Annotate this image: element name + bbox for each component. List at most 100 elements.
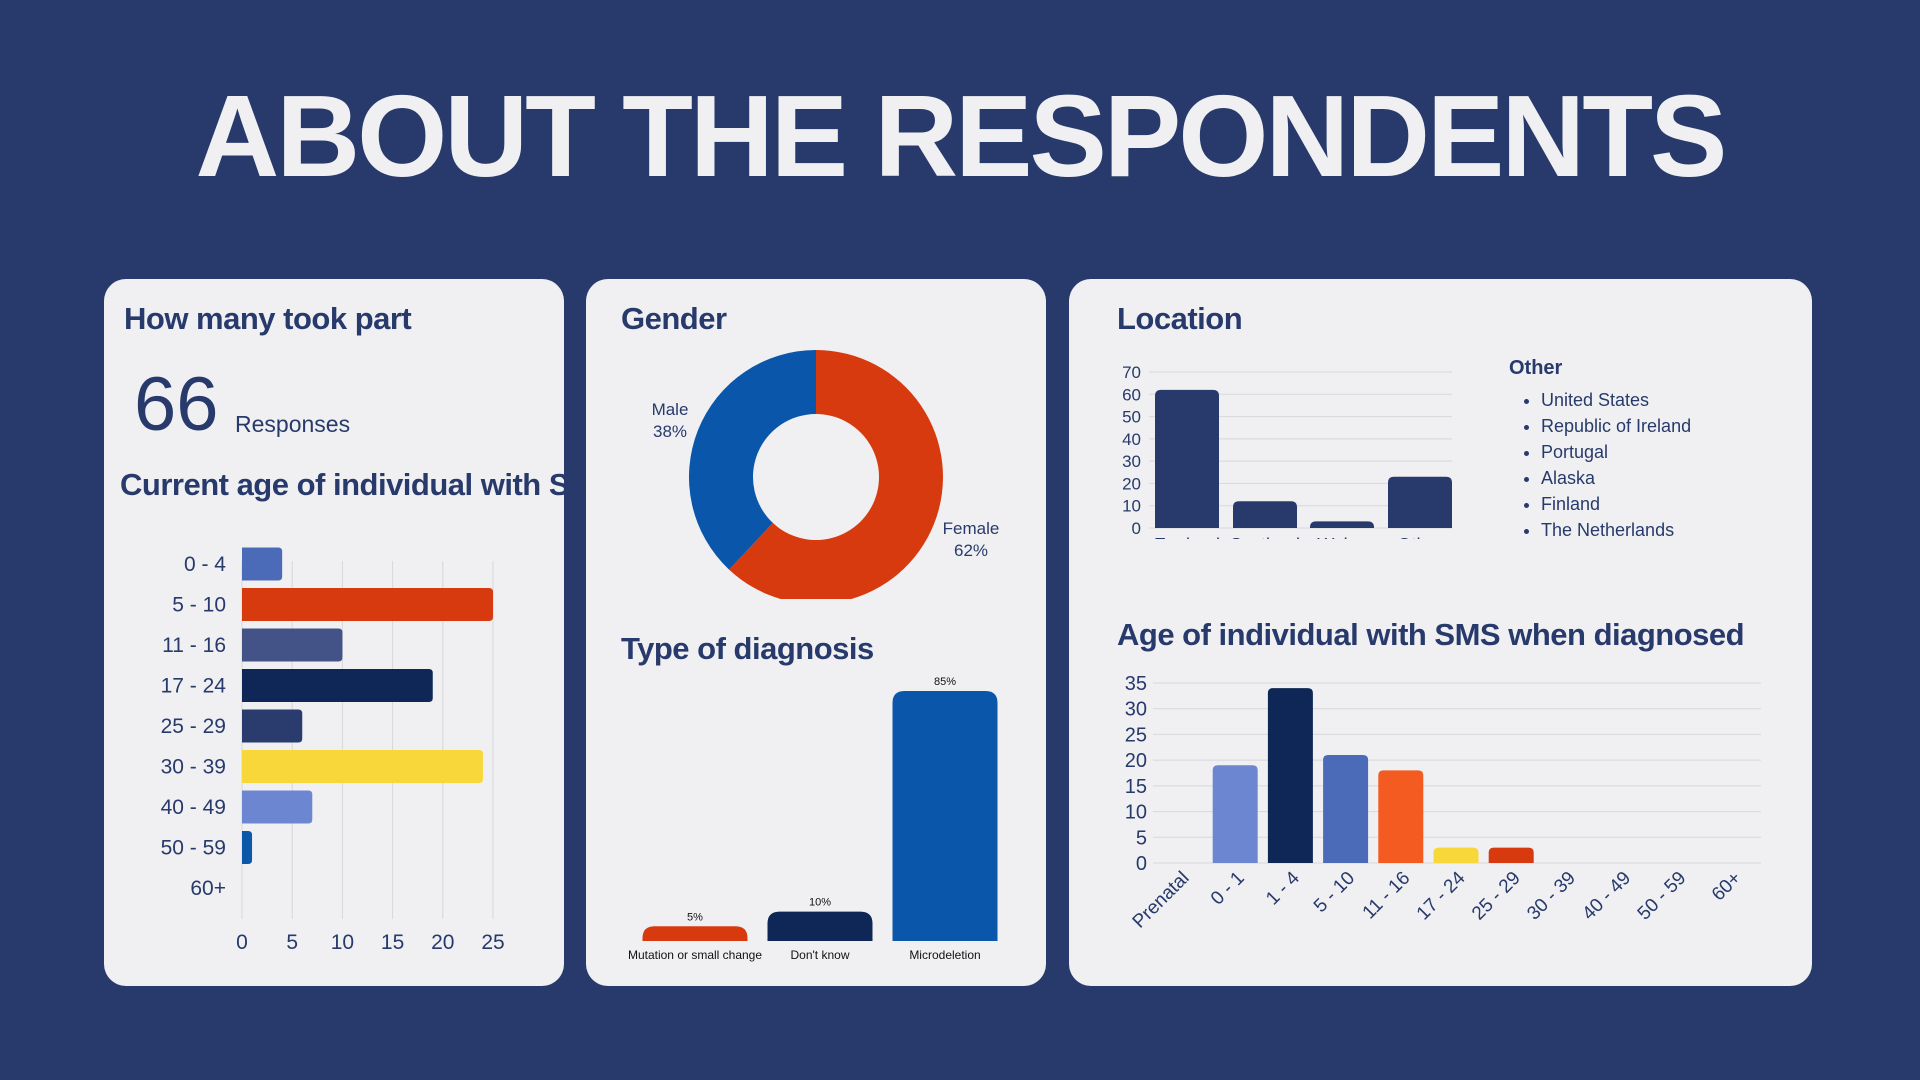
slice-value-label: 62%: [954, 541, 988, 560]
bar: [892, 691, 998, 941]
y-tick-label: 30: [1125, 699, 1147, 721]
bar: [1323, 755, 1369, 863]
donut-slice: [689, 350, 816, 570]
slice-label: Male: [652, 400, 689, 419]
bar: [1310, 521, 1374, 528]
bar: [1155, 389, 1219, 528]
y-tick-label: 70: [1122, 363, 1141, 382]
current-age-heading: Current age of individual with SMS: [120, 467, 615, 502]
category-label: 17 - 24: [161, 675, 227, 698]
category-label: 25 - 29: [161, 715, 226, 738]
response-count: 66: [134, 362, 219, 447]
category-label: 50 - 59: [1634, 868, 1691, 925]
x-tick-label: 20: [431, 931, 454, 954]
x-tick-label: 5: [286, 931, 298, 954]
category-label: 5 - 10: [172, 594, 226, 617]
x-tick-label: 25: [481, 931, 504, 954]
response-count-label: Responses: [235, 411, 351, 437]
location-card: Location 010203040506070EnglandScotlandW…: [1069, 279, 1812, 986]
list-item: Finland: [1541, 491, 1691, 517]
bar: [242, 831, 253, 864]
category-label: 5 - 10: [1310, 868, 1359, 917]
list-item: Portugal: [1541, 439, 1691, 465]
y-tick-label: 35: [1125, 673, 1147, 695]
category-label: 50 - 59: [161, 837, 226, 860]
category-label: 11 - 16: [162, 634, 226, 657]
location-heading: Location: [1117, 301, 1243, 336]
category-label: 11 - 16: [1359, 868, 1415, 924]
bar: [1388, 476, 1452, 528]
category-label: Other: [1397, 535, 1442, 539]
category-label: Microdeletion: [909, 948, 980, 962]
bar: [242, 628, 343, 662]
bar: [242, 547, 283, 581]
bar: [1433, 847, 1479, 863]
participants-card: How many took part 66 Responses Current …: [104, 279, 615, 986]
current-age-chart: 0 5 10 15 20 25 0 - 4 5 - 10 11 - 16 17 - 24 25 - …: [161, 547, 505, 954]
data-label: 5%: [687, 911, 703, 923]
y-tick-label: 20: [1122, 474, 1141, 493]
category-label: Prenatal: [1129, 868, 1194, 933]
list-item: The Netherlands: [1541, 517, 1691, 543]
category-label: 40 - 49: [1578, 868, 1635, 925]
diagnosis-chart: 5% Mutation or small change 10% Don't know 8…: [628, 676, 998, 962]
y-tick-label: 0: [1132, 519, 1141, 538]
y-tick-label: 20: [1125, 750, 1147, 772]
y-tick-label: 30: [1122, 452, 1141, 471]
bar: [1488, 847, 1534, 863]
list-item: Republic of Ireland: [1541, 413, 1691, 439]
other-locations-list: United States Republic of Ireland Portug…: [1509, 387, 1691, 543]
bar: [242, 750, 483, 783]
slice-value-label: 38%: [653, 422, 687, 441]
age-diagnosed-heading: Age of individual with SMS when diagnose…: [1117, 617, 1745, 652]
y-tick-label: 10: [1125, 802, 1147, 824]
bar: [1233, 501, 1297, 528]
y-tick-label: 25: [1125, 724, 1147, 746]
category-label: 25 - 29: [1468, 868, 1525, 925]
list-item: United States: [1541, 387, 1691, 413]
category-label: Mutation or small change: [628, 948, 762, 962]
y-tick-label: 60: [1122, 385, 1141, 404]
category-label: England: [1154, 535, 1220, 539]
page-title: ABOUT THE RESPONDENTS: [195, 71, 1728, 201]
category-label: 30 - 39: [1523, 868, 1580, 925]
list-item: Alaska: [1541, 465, 1691, 491]
y-tick-label: 5: [1136, 827, 1147, 849]
location-chart: 0 10 20 30 40 50 60 70 England Scotland Wales Other: [1122, 363, 1452, 539]
bar: [242, 709, 303, 743]
bar: [242, 669, 433, 702]
slice-label: Female: [943, 519, 1000, 538]
gender-heading: Gender: [621, 301, 727, 336]
y-tick-label: 10: [1122, 497, 1141, 516]
other-locations-title: Other: [1509, 357, 1563, 379]
category-label: 0 - 1: [1207, 868, 1249, 910]
x-tick-label: 10: [331, 931, 354, 954]
donut-slice: [729, 350, 943, 599]
category-label: Scotland: [1230, 535, 1300, 539]
category-label: 40 - 49: [161, 796, 226, 819]
bar: [1267, 688, 1313, 863]
category-label: 0 - 4: [184, 553, 226, 576]
bar: [767, 911, 873, 941]
category-label: 60+: [1708, 868, 1746, 906]
participants-heading: How many took part: [124, 301, 412, 336]
x-tick-label: 15: [381, 931, 404, 954]
category-label: 60+: [190, 877, 226, 900]
bar: [1378, 770, 1424, 863]
data-label: 10%: [809, 897, 831, 909]
category-label: 1 - 4: [1262, 867, 1304, 909]
y-tick-label: 15: [1125, 776, 1147, 798]
y-tick-label: 50: [1122, 408, 1141, 427]
bar: [242, 790, 313, 824]
y-tick-label: 0: [1136, 853, 1147, 875]
x-tick-label: 0: [236, 931, 248, 954]
category-label: 17 - 24: [1413, 867, 1470, 924]
gender-chart: Female 62% Male 38%: [652, 350, 1000, 599]
bar: [642, 926, 748, 941]
data-label: 85%: [934, 676, 956, 688]
bar: [1212, 765, 1258, 863]
category-label: Wales: [1317, 535, 1366, 539]
category-label: 30 - 39: [161, 756, 226, 779]
category-label: Don't know: [791, 948, 850, 962]
